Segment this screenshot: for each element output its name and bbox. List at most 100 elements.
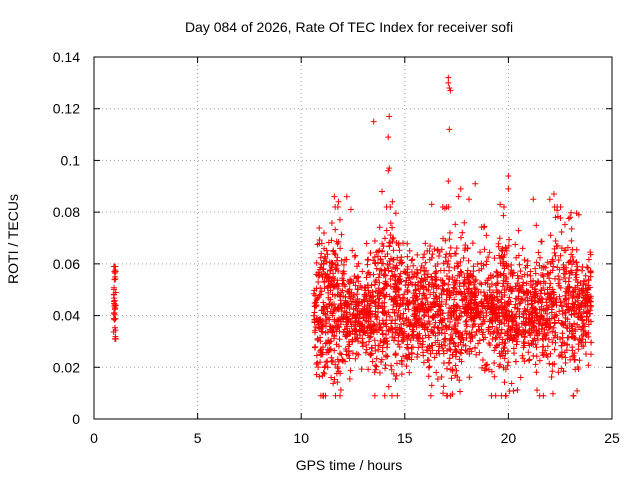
data-point (426, 363, 433, 370)
data-point (462, 347, 469, 354)
data-point (481, 302, 488, 309)
data-point (487, 342, 494, 349)
data-point (375, 274, 382, 281)
data-point (311, 309, 318, 316)
data-point (506, 236, 513, 243)
data-point (526, 356, 533, 363)
data-point (322, 255, 329, 262)
data-point (540, 392, 547, 399)
data-point (506, 336, 513, 343)
data-point (411, 313, 418, 320)
data-point (524, 294, 531, 301)
data-point (421, 326, 428, 333)
data-point (563, 341, 570, 348)
data-point (476, 267, 483, 274)
data-point (469, 323, 476, 330)
data-point (540, 264, 547, 271)
data-point (552, 214, 559, 221)
data-point (498, 289, 505, 296)
data-point (352, 252, 359, 259)
data-point (371, 369, 378, 376)
data-points (110, 74, 595, 399)
data-point (549, 258, 556, 265)
data-point (544, 317, 551, 324)
data-point (512, 358, 519, 365)
data-point (582, 339, 589, 346)
data-point (385, 327, 392, 334)
data-point (376, 224, 383, 231)
data-point (453, 349, 460, 356)
data-point (393, 360, 400, 367)
data-point (372, 366, 379, 373)
data-point (324, 346, 331, 353)
data-point (500, 254, 507, 261)
data-point (491, 255, 498, 262)
data-point (480, 329, 487, 336)
data-point (392, 376, 399, 383)
axis-ticks: 0 5 10 15 20 25 0 0.02 0.04 0.06 0.08 0.1 0.12 0.14 (53, 49, 620, 446)
data-point (335, 198, 342, 205)
data-point (396, 259, 403, 266)
data-point (446, 126, 453, 133)
data-point (456, 312, 463, 319)
data-point (446, 85, 453, 92)
data-point (482, 362, 489, 369)
data-point (505, 359, 512, 366)
data-point (514, 305, 521, 312)
data-point (365, 338, 372, 345)
data-point (462, 328, 469, 335)
data-point (404, 240, 411, 247)
data-point (518, 331, 525, 338)
data-point (320, 266, 327, 273)
data-point (349, 338, 356, 345)
data-point (514, 272, 521, 279)
data-point (464, 267, 471, 274)
data-point (547, 232, 554, 239)
data-point (445, 74, 452, 81)
data-point (392, 210, 399, 217)
data-point (327, 345, 334, 352)
data-point (453, 288, 460, 295)
data-point (389, 317, 396, 324)
data-point (330, 327, 337, 334)
data-point (381, 392, 388, 399)
data-point (574, 278, 581, 285)
data-point (579, 267, 586, 274)
data-point (313, 360, 320, 367)
data-point (453, 304, 460, 311)
data-point (425, 364, 432, 371)
data-point (446, 355, 453, 362)
data-point (501, 379, 508, 386)
data-point (431, 246, 438, 253)
data-point (557, 351, 564, 358)
data-point (322, 311, 329, 318)
data-point (354, 311, 361, 318)
data-point (550, 334, 557, 341)
data-point (564, 244, 571, 251)
data-point (320, 392, 327, 399)
data-point (484, 294, 491, 301)
data-point (391, 271, 398, 278)
data-point (334, 365, 341, 372)
data-point (497, 260, 504, 267)
data-point (313, 302, 320, 309)
data-point (483, 261, 490, 268)
data-point (519, 245, 526, 252)
data-point (546, 275, 553, 282)
data-point (470, 281, 477, 288)
data-point (365, 287, 372, 294)
data-point (391, 284, 398, 291)
data-point (446, 236, 453, 243)
data-point (526, 342, 533, 349)
data-point (450, 339, 457, 346)
data-point (325, 294, 332, 301)
data-point (549, 390, 556, 397)
data-point (321, 245, 328, 252)
data-point (450, 302, 457, 309)
data-point (386, 165, 393, 172)
data-point (313, 352, 320, 359)
data-point (505, 329, 512, 336)
data-point (313, 259, 320, 266)
data-point (320, 299, 327, 306)
data-point (331, 276, 338, 283)
